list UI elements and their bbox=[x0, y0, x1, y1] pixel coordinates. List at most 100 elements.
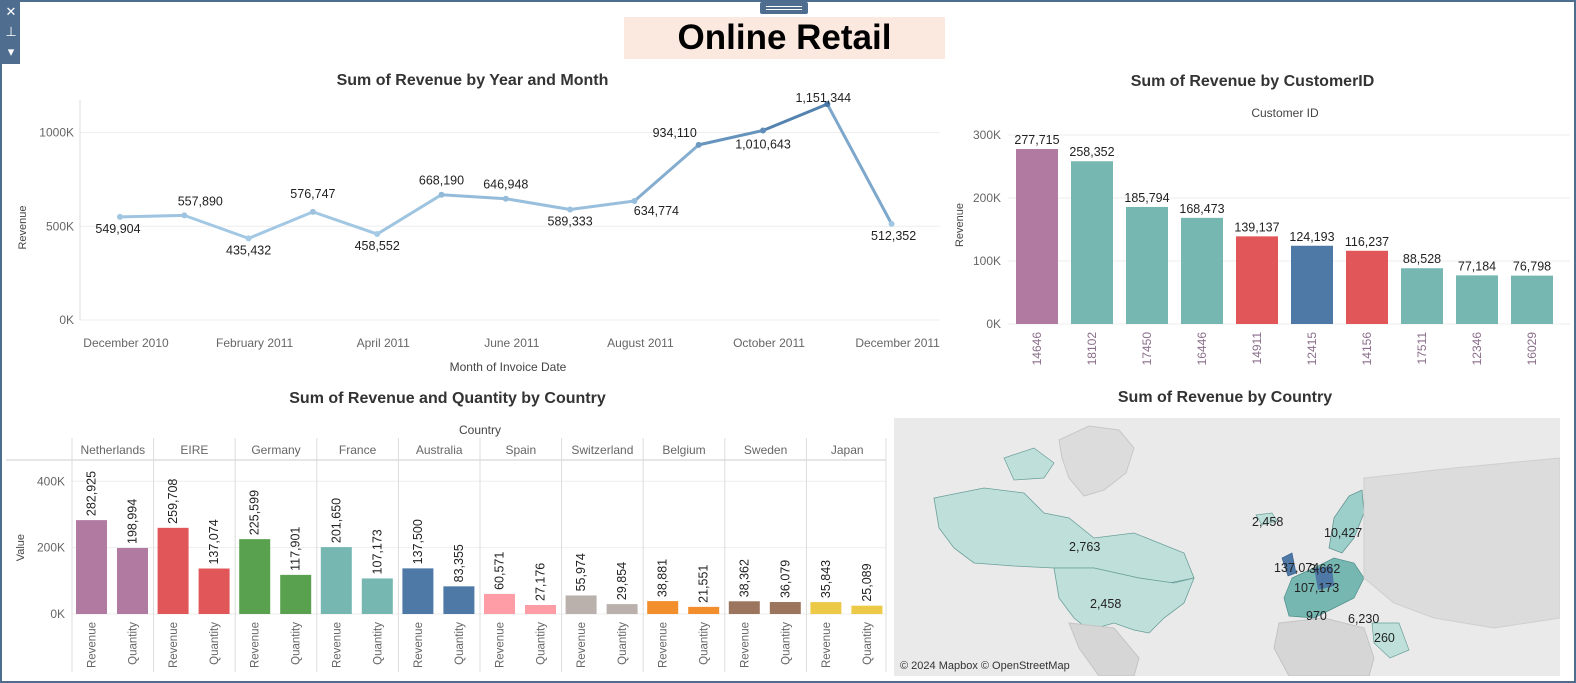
country-header: Spain bbox=[505, 443, 536, 457]
data-label: 589,333 bbox=[548, 215, 593, 229]
measure-label: Revenue bbox=[250, 622, 262, 668]
data-point bbox=[117, 213, 123, 220]
country-header: Australia bbox=[416, 443, 463, 457]
data-label: 512,352 bbox=[871, 229, 916, 243]
x-tick-label: December 2010 bbox=[83, 336, 169, 350]
data-label: 38,362 bbox=[737, 559, 751, 597]
bar bbox=[402, 568, 434, 614]
map-value-label: 970 bbox=[1306, 609, 1327, 623]
y-axis-label: Revenue bbox=[17, 205, 29, 249]
data-label: 27,176 bbox=[534, 563, 548, 601]
series-line-segment bbox=[311, 210, 379, 236]
close-icon[interactable]: ✕ bbox=[5, 4, 17, 19]
bar bbox=[1016, 149, 1058, 324]
revenue-by-customer-bar-chart: Customer ID 0K 100K 200K 300K Revenue 277,715 1… bbox=[954, 106, 1570, 366]
map-value-label: 107,173 bbox=[1294, 581, 1340, 595]
series-line-segment bbox=[504, 197, 572, 212]
pin-icon[interactable]: ⊥ bbox=[5, 24, 17, 39]
country-header: Sweden bbox=[744, 443, 787, 457]
measure-label: Revenue bbox=[495, 622, 507, 668]
asia-shape bbox=[1363, 457, 1560, 629]
x-tick-label: August 2011 bbox=[607, 336, 674, 350]
bar bbox=[1346, 250, 1388, 324]
series-line-segment bbox=[632, 143, 701, 203]
y-tick-label: 0K bbox=[59, 313, 74, 327]
data-point bbox=[888, 220, 895, 227]
dashboard-toolbar: ✕ ⊥ ▾ bbox=[2, 2, 20, 64]
series-line-segment bbox=[247, 210, 315, 240]
africa-shape bbox=[1273, 617, 1375, 676]
bar bbox=[1236, 236, 1278, 324]
series-line-segment bbox=[761, 102, 829, 133]
data-label: 83,355 bbox=[452, 544, 466, 582]
data-label: 60,571 bbox=[493, 552, 507, 590]
x-tick-label: 18102 bbox=[1085, 332, 1099, 366]
data-point bbox=[824, 101, 831, 108]
map-value-label: 3,662 bbox=[1309, 562, 1341, 576]
data-label: 137,500 bbox=[411, 519, 425, 564]
measure-label: Revenue bbox=[413, 622, 425, 668]
data-label: 168,473 bbox=[1179, 202, 1224, 216]
bar bbox=[239, 539, 271, 614]
column-header: Country bbox=[459, 423, 501, 437]
data-label: 576,747 bbox=[290, 187, 335, 201]
data-label: 137,074 bbox=[207, 519, 221, 564]
bar bbox=[1071, 161, 1113, 324]
measure-label: Quantity bbox=[291, 622, 303, 665]
data-point bbox=[631, 197, 638, 204]
data-label: 557,890 bbox=[178, 194, 223, 208]
country-header: EIRE bbox=[180, 443, 208, 457]
data-label: 88,528 bbox=[1403, 252, 1441, 266]
bar bbox=[606, 604, 638, 614]
series-line-segment bbox=[375, 193, 443, 236]
data-label: 107,173 bbox=[370, 529, 384, 574]
bar bbox=[443, 586, 475, 614]
mexico-shape bbox=[1068, 622, 1140, 676]
data-label: 934,110 bbox=[653, 126, 697, 140]
data-point bbox=[760, 127, 766, 134]
data-label: 435,432 bbox=[226, 243, 271, 257]
bar bbox=[688, 606, 720, 614]
data-point bbox=[181, 212, 188, 219]
data-point bbox=[309, 208, 316, 215]
dropdown-icon[interactable]: ▾ bbox=[7, 44, 15, 59]
map-chart-title: Sum of Revenue by Country bbox=[1117, 389, 1333, 406]
x-tick-label: June 2011 bbox=[484, 336, 539, 350]
series-line-segment bbox=[825, 102, 894, 226]
greenland-shape bbox=[1058, 425, 1135, 497]
x-tick-label: April 2011 bbox=[357, 336, 410, 350]
dashboard-title-box: Online Retail bbox=[624, 17, 945, 59]
data-label: 21,551 bbox=[697, 565, 711, 603]
bar bbox=[484, 593, 515, 614]
data-label: 55,974 bbox=[574, 553, 588, 591]
drag-handle[interactable] bbox=[760, 2, 808, 14]
data-label: 258,352 bbox=[1069, 145, 1114, 159]
x-tick-label: 17450 bbox=[1140, 332, 1154, 366]
data-point bbox=[695, 141, 702, 148]
bar bbox=[1291, 245, 1333, 324]
series-line-segment bbox=[568, 199, 636, 212]
data-label: 124,193 bbox=[1289, 230, 1334, 244]
data-label: 76,798 bbox=[1513, 260, 1551, 274]
revenue-by-country-map[interactable]: 2,763 2,458 2,458 10,427 137,074 3,662 107,173… bbox=[894, 418, 1560, 676]
data-label: 116,237 bbox=[1345, 235, 1389, 249]
data-label: 201,650 bbox=[329, 498, 343, 543]
map-value-label: 260 bbox=[1374, 631, 1395, 645]
customer-chart-title: Sum of Revenue by CustomerID bbox=[1130, 73, 1375, 90]
y-tick-label: 300K bbox=[973, 128, 1001, 142]
country-header: Germany bbox=[251, 443, 300, 457]
data-point bbox=[245, 235, 252, 242]
y-axis-label: Revenue bbox=[954, 203, 966, 247]
data-label: 139,137 bbox=[1234, 220, 1279, 234]
data-point bbox=[567, 206, 574, 213]
map-value-label: 10,427 bbox=[1324, 526, 1363, 540]
measure-label: Quantity bbox=[699, 622, 711, 665]
data-point bbox=[438, 191, 445, 198]
bar bbox=[1181, 217, 1223, 324]
series-line-segment bbox=[440, 193, 508, 201]
usa-shape bbox=[1053, 567, 1195, 634]
bar bbox=[769, 602, 801, 614]
measure-label: Revenue bbox=[576, 622, 588, 668]
measure-label: Revenue bbox=[87, 622, 99, 668]
